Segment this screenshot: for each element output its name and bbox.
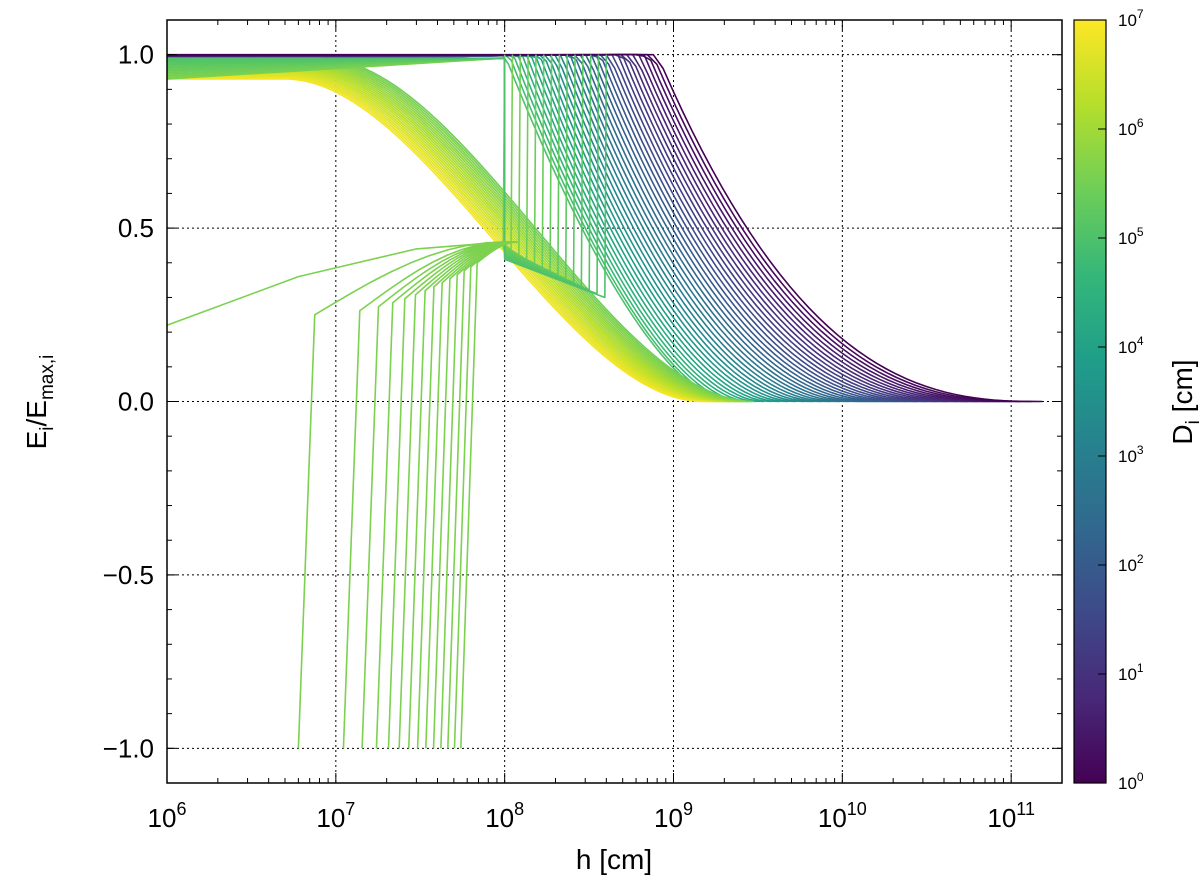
- x-tick-label: 1011: [987, 799, 1035, 833]
- x-tick-label: 109: [654, 799, 693, 833]
- colorbar-tick-exponent: 6: [1137, 116, 1144, 130]
- series-line-large-d: [167, 53, 1043, 403]
- colorbar-tick-label: 104: [1118, 334, 1144, 357]
- colorbar-tick-label: 105: [1118, 225, 1144, 248]
- x-tick-label: 1010: [818, 799, 867, 833]
- colorbar-title-sub: i: [1183, 420, 1200, 424]
- colorbar-bar: [1073, 19, 1107, 784]
- colorbar-tick-base: 10: [1118, 229, 1137, 248]
- colorbar-tick-label: 102: [1118, 552, 1144, 575]
- x-tick-base: 10: [485, 803, 514, 833]
- colorbar-tick-base: 10: [1118, 447, 1137, 466]
- colorbar-tick-label: 100: [1118, 770, 1144, 793]
- colorbar-tick-base: 10: [1118, 665, 1137, 684]
- colorbar-tick-label: 103: [1118, 443, 1144, 466]
- series-line-rising: [460, 241, 519, 749]
- series-line-rising: [167, 241, 505, 326]
- colorbar-tick-exponent: 1: [1137, 661, 1144, 675]
- colorbar-tick-base: 10: [1118, 120, 1137, 139]
- y-axis-title: Ei/Emax,i: [21, 355, 58, 450]
- y-axis-title-den-sub: max,i: [37, 355, 58, 400]
- x-tick-base: 10: [316, 803, 345, 833]
- x-tick-base: 10: [818, 803, 847, 833]
- series-lines: [167, 53, 1043, 749]
- colorbar-tick-exponent: 2: [1137, 552, 1144, 566]
- y-axis-title-main-sub: i: [37, 426, 58, 430]
- y-tick-label: 0.5: [118, 213, 154, 243]
- series-line-small-d: [167, 76, 709, 403]
- y-tick-label: −1.0: [103, 733, 154, 763]
- x-tick-base: 10: [148, 803, 177, 833]
- colorbar-tick-base: 10: [1118, 11, 1137, 30]
- series-line-small-d: [167, 75, 711, 403]
- y-tick-label: 0.0: [118, 387, 154, 417]
- y-axis-title-main: E: [21, 431, 52, 450]
- y-axis-title-sep: /E: [21, 400, 52, 426]
- series-line-small-d: [167, 78, 704, 403]
- colorbar-tick-exponent: 7: [1137, 7, 1144, 21]
- colorbar-tick-label: 101: [1118, 661, 1144, 684]
- series-line-small-d: [167, 77, 706, 403]
- x-tick-label: 107: [316, 799, 355, 833]
- colorbar-tick-base: 10: [1118, 774, 1137, 793]
- colorbar-tick-exponent: 0: [1137, 770, 1144, 784]
- colorbar-tick-label: 107: [1118, 7, 1144, 30]
- x-tick-exponent: 9: [683, 799, 693, 819]
- x-axis-title: h [cm]: [576, 844, 652, 875]
- x-tick-label: 106: [148, 799, 187, 833]
- x-axis: 106 107 108 109 1010 1011: [148, 20, 1063, 833]
- series-line-small-d: [167, 74, 713, 403]
- colorbar-title-main: D: [1167, 424, 1198, 444]
- y-tick-label: −0.5: [103, 560, 154, 590]
- series-line-jump: [167, 54, 608, 299]
- x-tick-exponent: 6: [176, 799, 186, 819]
- x-tick-exponent: 11: [1016, 799, 1035, 819]
- colorbar-tick-label: 106: [1118, 116, 1144, 139]
- colorbar-tick-exponent: 3: [1137, 443, 1144, 457]
- plot-area: 106 107 108 109 1010 1011 1.00.50.0−0.5−1.0: [103, 19, 1063, 833]
- colorbar-tick-base: 10: [1118, 338, 1137, 357]
- x-tick-base: 10: [987, 803, 1016, 833]
- y-tick-label: 1.0: [118, 40, 154, 70]
- x-tick-exponent: 10: [847, 799, 867, 819]
- colorbar-tick-exponent: 4: [1137, 334, 1144, 348]
- colorbar-title: Di [cm]: [1167, 359, 1200, 444]
- x-tick-exponent: 7: [345, 799, 355, 819]
- x-tick-label: 108: [485, 799, 524, 833]
- series-line-rising: [342, 241, 506, 749]
- colorbar-tick-base: 10: [1118, 556, 1137, 575]
- y-axis: 1.0 0.5 0.0 −0.5 −1.0: [103, 40, 1062, 763]
- x-tick-base: 10: [654, 803, 683, 833]
- colorbar-title-unit: [cm]: [1167, 359, 1198, 420]
- x-tick-exponent: 8: [514, 799, 524, 819]
- colorbar-tick-exponent: 5: [1137, 225, 1144, 239]
